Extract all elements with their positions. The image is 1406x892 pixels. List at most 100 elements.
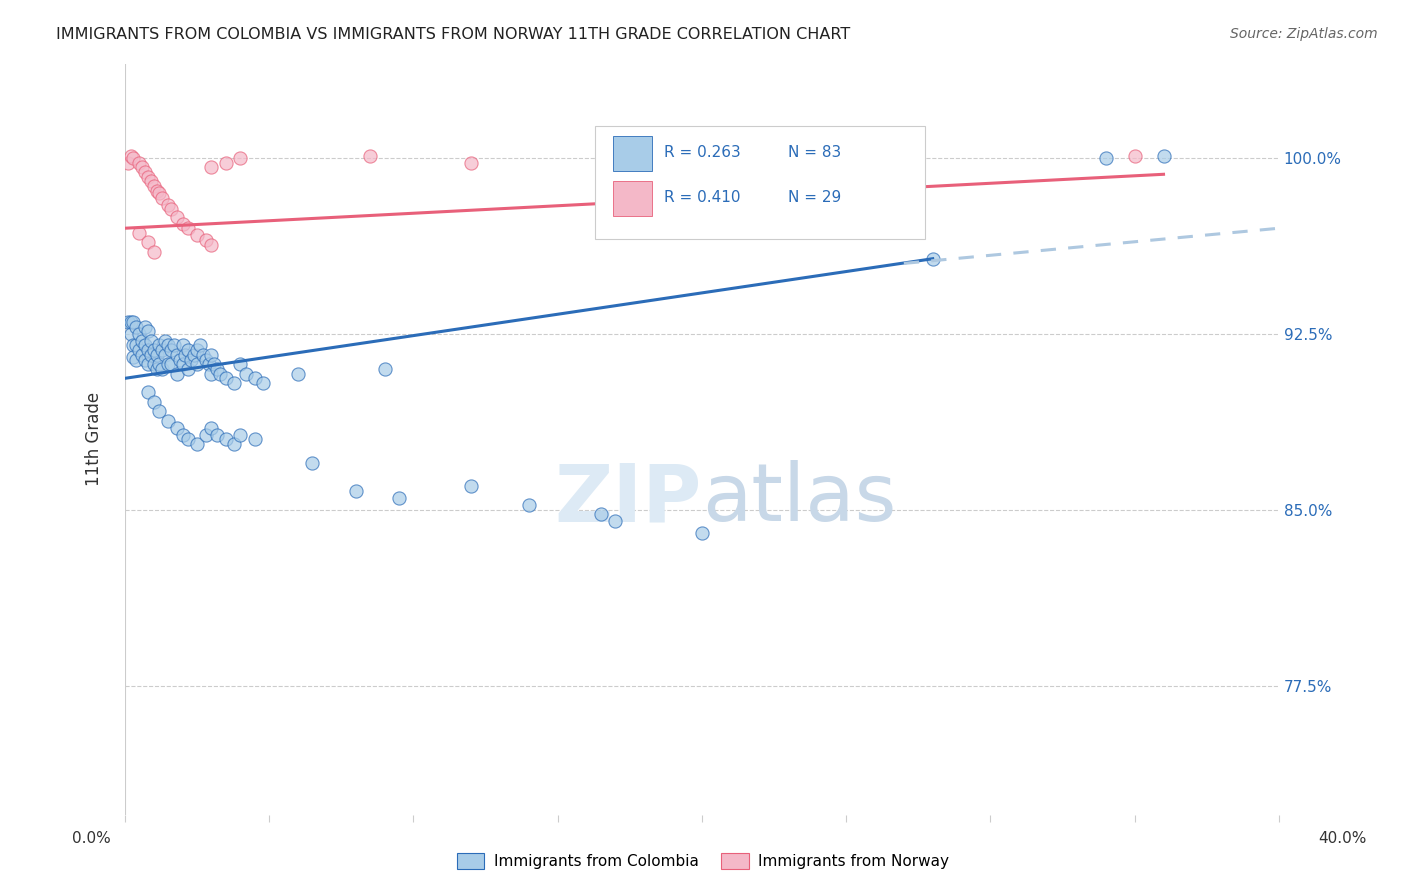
Legend: Immigrants from Colombia, Immigrants from Norway: Immigrants from Colombia, Immigrants fro… [451, 847, 955, 875]
Text: N = 29: N = 29 [789, 190, 842, 205]
Point [134, 165, 156, 179]
Point [1153, 148, 1175, 162]
Point [142, 343, 165, 358]
Point [229, 151, 252, 165]
Point [197, 357, 219, 371]
Point [243, 371, 266, 385]
Point [155, 334, 177, 348]
Point [215, 371, 238, 385]
Point [517, 498, 540, 512]
Point [200, 367, 222, 381]
Text: 40.0%: 40.0% [1319, 831, 1367, 846]
Point [122, 338, 145, 352]
Point [180, 352, 202, 367]
Point [243, 433, 266, 447]
Point [148, 338, 170, 352]
Point [117, 155, 139, 169]
Point [155, 348, 177, 362]
Text: R = 0.263: R = 0.263 [664, 145, 741, 161]
Point [136, 343, 159, 358]
Text: R = 0.410: R = 0.410 [664, 190, 741, 205]
Point [359, 148, 381, 162]
Point [142, 357, 165, 371]
Point [460, 155, 482, 169]
Point [373, 362, 395, 376]
Point [160, 343, 183, 358]
Point [122, 350, 145, 364]
Point [172, 357, 194, 371]
Point [177, 343, 200, 358]
Point [131, 161, 153, 175]
Point [125, 352, 148, 367]
Point [148, 186, 170, 200]
Point [191, 348, 214, 362]
Point [224, 376, 246, 390]
Point [252, 376, 274, 390]
Point [134, 319, 156, 334]
Point [202, 357, 225, 371]
Point [229, 427, 252, 442]
Point [134, 338, 156, 352]
Point [186, 343, 208, 358]
Point [188, 338, 211, 352]
Point [160, 357, 183, 371]
Text: 0.0%: 0.0% [72, 831, 111, 846]
Point [186, 228, 208, 243]
Point [172, 217, 194, 231]
Point [148, 357, 170, 371]
Point [186, 357, 208, 371]
Point [117, 315, 139, 329]
Point [142, 244, 165, 259]
Point [120, 326, 142, 341]
Point [287, 367, 309, 381]
Point [145, 348, 167, 362]
Point [122, 315, 145, 329]
Point [166, 420, 188, 434]
Point [136, 325, 159, 339]
Point [157, 357, 180, 371]
Point [177, 433, 200, 447]
Point [157, 338, 180, 352]
Point [194, 352, 217, 367]
Point [139, 348, 162, 362]
Text: IMMIGRANTS FROM COLOMBIA VS IMMIGRANTS FROM NORWAY 11TH GRADE CORRELATION CHART: IMMIGRANTS FROM COLOMBIA VS IMMIGRANTS F… [56, 27, 851, 42]
Point [205, 362, 228, 376]
Point [177, 362, 200, 376]
Point [194, 427, 217, 442]
Point [136, 357, 159, 371]
Point [215, 433, 238, 447]
Point [186, 437, 208, 451]
Point [200, 237, 222, 252]
Point [139, 174, 162, 188]
FancyBboxPatch shape [613, 181, 652, 216]
FancyBboxPatch shape [613, 136, 652, 170]
Point [157, 413, 180, 427]
Point [301, 456, 323, 470]
Point [163, 338, 186, 352]
Point [145, 362, 167, 376]
Point [209, 367, 232, 381]
Point [157, 198, 180, 212]
Point [183, 348, 205, 362]
Point [605, 515, 627, 529]
Point [150, 343, 173, 358]
Point [690, 526, 713, 541]
Point [235, 367, 257, 381]
Point [388, 491, 411, 505]
Point [160, 202, 183, 217]
Point [120, 315, 142, 329]
Point [921, 252, 943, 266]
Point [589, 508, 612, 522]
Point [136, 385, 159, 400]
Point [1094, 151, 1116, 165]
Point [120, 148, 142, 162]
Point [200, 161, 222, 175]
Point [134, 352, 156, 367]
Point [142, 179, 165, 194]
Point [145, 184, 167, 198]
Point [1123, 148, 1146, 162]
Y-axis label: 11th Grade: 11th Grade [86, 392, 103, 486]
Point [150, 362, 173, 376]
Point [200, 420, 222, 434]
Point [194, 233, 217, 247]
